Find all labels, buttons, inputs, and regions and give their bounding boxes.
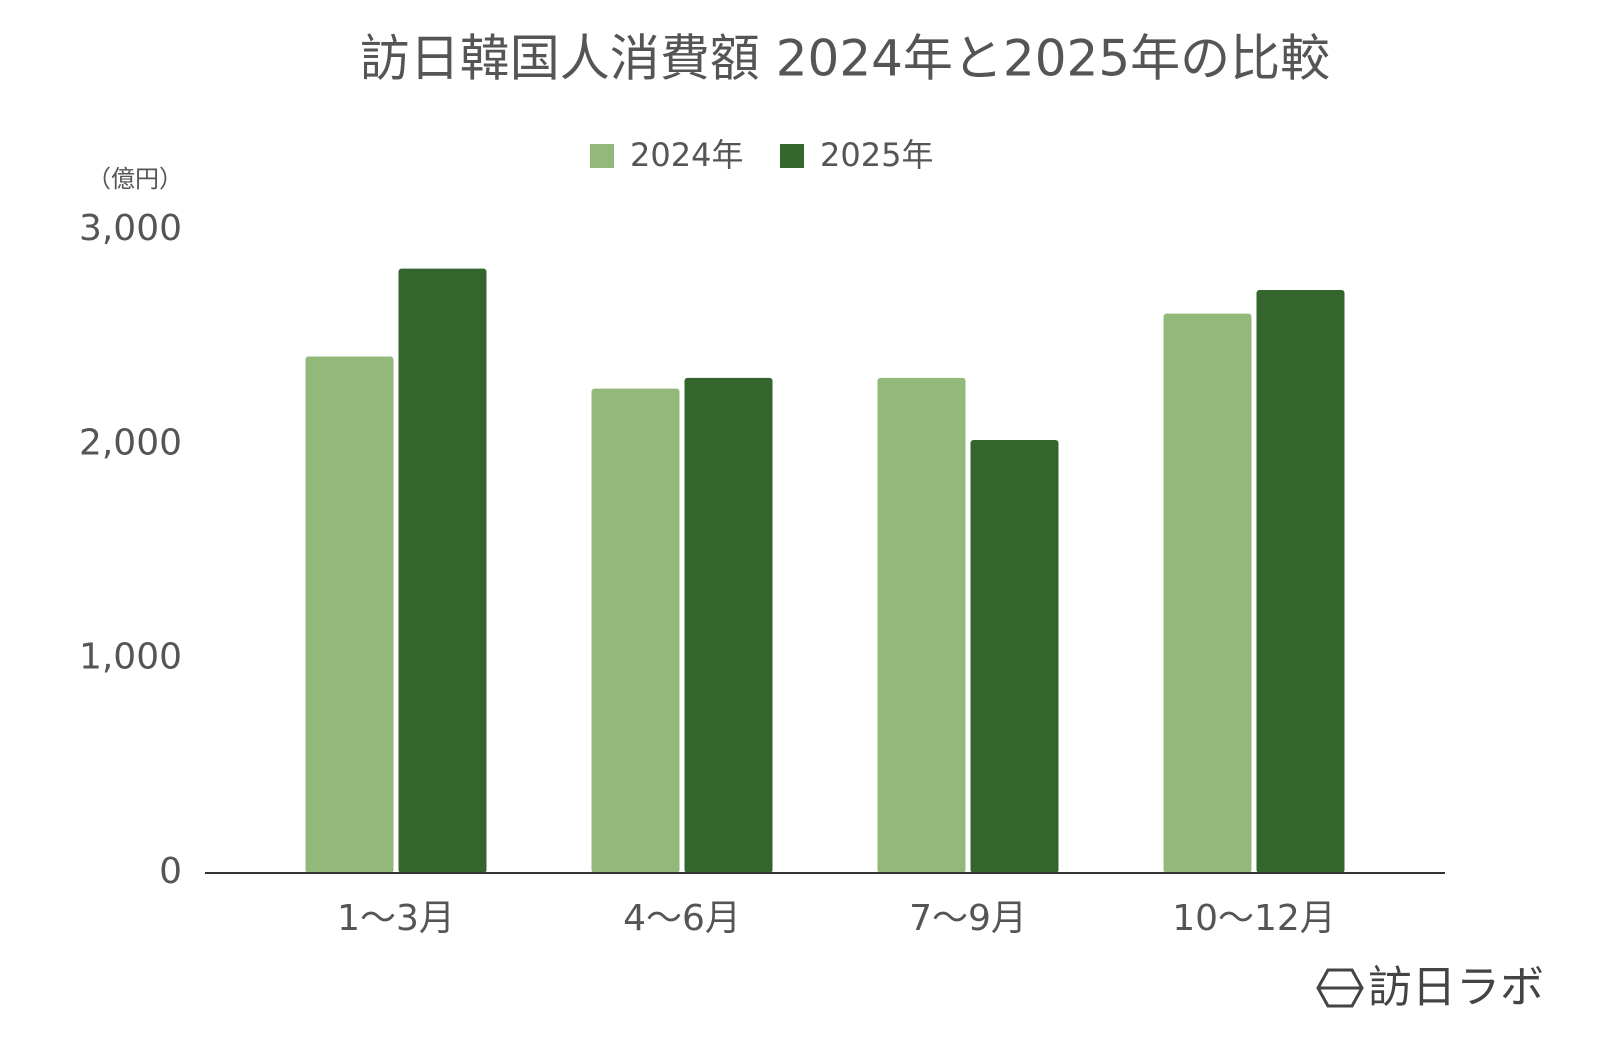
bar <box>305 356 394 873</box>
y-tick-label: 0 <box>159 851 182 892</box>
y-tick-label: 3,000 <box>79 208 182 249</box>
bar <box>591 388 680 873</box>
x-tick-label: 10～12月 <box>1172 898 1336 939</box>
chart-title: 訪日韓国人消費額 2024年と2025年の比較 <box>360 30 1330 88</box>
legend-swatch <box>780 144 804 168</box>
y-tick-label: 1,000 <box>79 637 182 678</box>
bar <box>1256 290 1345 874</box>
legend-label: 2024年 <box>630 136 743 174</box>
x-tick-label: 4～6月 <box>623 898 741 939</box>
bar <box>684 377 773 873</box>
bar <box>1163 313 1252 874</box>
y-axis-label: （億円） <box>87 165 183 193</box>
bar <box>970 440 1059 873</box>
x-tick-label: 7～9月 <box>909 898 1027 939</box>
legend-label: 2025年 <box>820 136 933 174</box>
legend-swatch <box>590 144 614 168</box>
logo: 訪日ラボ <box>1316 962 1544 1013</box>
y-tick-label: 2,000 <box>79 422 182 463</box>
bar <box>877 377 966 873</box>
bar <box>398 268 487 874</box>
logo-text: 訪日ラボ <box>1368 962 1544 1013</box>
x-tick-label: 1～3月 <box>337 898 455 939</box>
